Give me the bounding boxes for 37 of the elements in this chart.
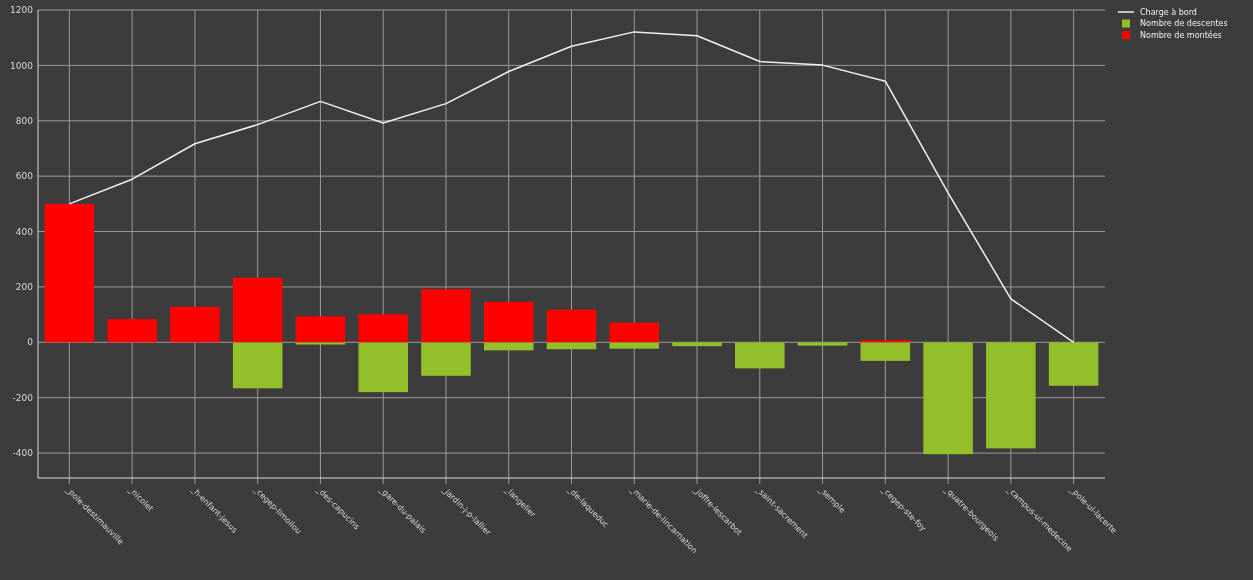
bar [358, 314, 408, 343]
bar [986, 342, 1036, 449]
y-tick-label: 600 [15, 171, 34, 182]
y-tick-label: 1000 [10, 60, 34, 71]
line-series [68, 31, 1075, 344]
bar [44, 203, 95, 343]
bar [483, 301, 534, 343]
y-tick-label: -200 [12, 392, 34, 403]
y-tick-label: 800 [15, 115, 34, 126]
legend-label: Nombre de descentes [1140, 19, 1228, 29]
bar [923, 342, 973, 455]
bar [421, 342, 471, 376]
bar [232, 277, 283, 343]
bar [421, 289, 471, 343]
bar [797, 342, 848, 346]
y-tick-label: 0 [27, 337, 34, 348]
bar [546, 342, 597, 350]
bar [295, 316, 346, 343]
bar [483, 342, 534, 351]
bar [672, 342, 722, 347]
bar [546, 309, 597, 343]
bar [295, 342, 346, 345]
legend-label: Charge à bord [1140, 7, 1197, 17]
bar [358, 342, 408, 393]
bar [609, 342, 660, 349]
bar [170, 306, 220, 343]
y-tick-label: 400 [15, 226, 34, 237]
bar [232, 342, 283, 389]
y-tick-label: 1200 [10, 5, 34, 16]
bar [107, 319, 157, 343]
bar [860, 342, 911, 361]
legend-label: Nombre de montées [1140, 29, 1222, 40]
bar [1048, 342, 1099, 386]
bar [609, 322, 660, 343]
y-tick-label: 200 [15, 282, 34, 293]
y-tick-label: -400 [12, 448, 34, 459]
bar [735, 342, 785, 369]
